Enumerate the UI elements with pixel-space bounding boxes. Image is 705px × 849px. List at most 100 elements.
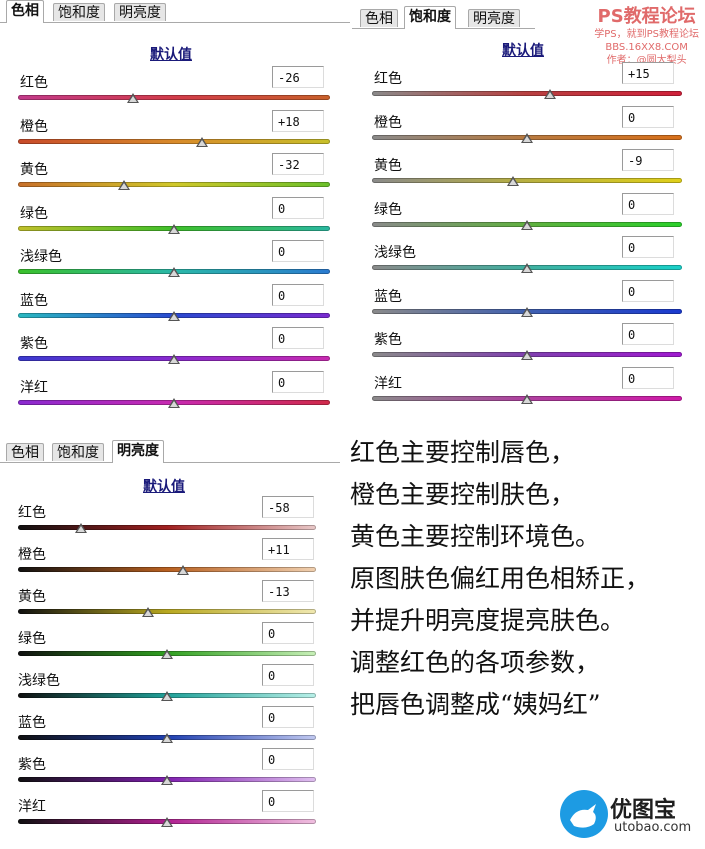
value-input-blue[interactable]: 0 bbox=[262, 706, 314, 728]
label-magenta: 洋红 bbox=[374, 375, 402, 392]
value-input-yellow[interactable]: -9 bbox=[622, 149, 674, 171]
note-line: 把唇色调整成“姨妈红” bbox=[350, 690, 601, 719]
slider-thumb-orange[interactable] bbox=[196, 136, 209, 147]
label-blue: 蓝色 bbox=[20, 292, 48, 309]
slider-track-yellow[interactable] bbox=[18, 609, 316, 614]
tab-bar: 色相 饱和度 明亮度 bbox=[0, 0, 350, 23]
value-input-orange[interactable]: +18 bbox=[272, 109, 324, 132]
slider-track-red[interactable] bbox=[18, 525, 316, 530]
slider-thumb-blue[interactable] bbox=[161, 733, 173, 743]
slider-track-orange[interactable] bbox=[18, 138, 330, 144]
watermark-title: PS教程论坛 bbox=[597, 6, 696, 27]
label-orange: 橙色 bbox=[20, 118, 48, 135]
label-yellow: 黄色 bbox=[374, 158, 402, 174]
default-button[interactable]: 默认值 bbox=[150, 47, 192, 63]
label-green: 绿色 bbox=[374, 201, 402, 218]
slider-thumb-blue[interactable] bbox=[521, 306, 533, 317]
tab-luminance[interactable]: 明亮度 bbox=[468, 9, 520, 27]
value-input-red[interactable]: -26 bbox=[272, 66, 324, 88]
slider-thumb-red[interactable] bbox=[544, 89, 557, 99]
label-cyan: 浅绿色 bbox=[18, 673, 60, 689]
explanation-text: 红色主要控制唇色， 橙色主要控制肤色， 黄色主要控制环境色。 原图肤色偏红用色相… bbox=[350, 432, 705, 726]
value-input-magenta[interactable]: 0 bbox=[262, 790, 314, 812]
value-input-purple[interactable]: 0 bbox=[262, 748, 314, 770]
slider-thumb-purple[interactable] bbox=[161, 775, 173, 785]
value-input-purple[interactable]: 0 bbox=[622, 323, 674, 345]
hsl-panel-luminance: 色相 饱和度 明亮度 默认值 红色 -58 橙色 +11 黄色 -13 绿色 0 浅绿色 0 蓝色 0… bbox=[0, 440, 340, 849]
slider-thumb-yellow[interactable] bbox=[507, 176, 520, 186]
tab-saturation[interactable]: 饱和度 bbox=[404, 6, 456, 29]
value-input-magenta[interactable]: 0 bbox=[272, 370, 324, 393]
slider-thumb-orange[interactable] bbox=[177, 565, 190, 575]
tab-hue[interactable]: 色相 bbox=[360, 9, 398, 27]
slider-thumb-purple[interactable] bbox=[168, 354, 180, 364]
slider-thumb-green[interactable] bbox=[521, 219, 533, 230]
value-input-red[interactable]: +15 bbox=[622, 62, 674, 84]
label-magenta: 洋红 bbox=[20, 379, 48, 396]
watermark-line: BBS.16XX8.COM bbox=[605, 42, 688, 53]
label-yellow: 黄色 bbox=[18, 589, 46, 605]
value-input-orange[interactable]: +11 bbox=[262, 538, 314, 560]
value-input-yellow[interactable]: -13 bbox=[262, 580, 314, 602]
note-line: 红色主要控制唇色， bbox=[350, 438, 576, 467]
slider-thumb-yellow[interactable] bbox=[141, 607, 154, 617]
label-orange: 橙色 bbox=[18, 547, 46, 563]
value-input-orange[interactable]: 0 bbox=[622, 105, 674, 128]
default-button[interactable]: 默认值 bbox=[143, 479, 185, 495]
slider-track-yellow[interactable] bbox=[18, 182, 330, 187]
tab-saturation[interactable]: 饱和度 bbox=[52, 443, 104, 461]
value-input-magenta[interactable]: 0 bbox=[622, 366, 674, 389]
logo-brand: 优图宝 bbox=[610, 798, 677, 823]
slider-track-red[interactable] bbox=[372, 91, 682, 96]
slider-thumb-blue[interactable] bbox=[168, 310, 180, 321]
slider-thumb-magenta[interactable] bbox=[168, 397, 180, 408]
slider-thumb-red[interactable] bbox=[127, 93, 140, 103]
slider-thumb-green[interactable] bbox=[168, 223, 180, 234]
value-input-blue[interactable]: 0 bbox=[622, 279, 674, 302]
value-input-cyan[interactable]: 0 bbox=[262, 664, 314, 686]
slider-thumb-red[interactable] bbox=[74, 523, 87, 533]
value-input-yellow[interactable]: -32 bbox=[272, 153, 324, 175]
slider-thumb-yellow[interactable] bbox=[118, 180, 131, 190]
tab-hue[interactable]: 色相 bbox=[6, 443, 44, 461]
tab-hue[interactable]: 色相 bbox=[6, 0, 44, 23]
slider-thumb-cyan[interactable] bbox=[168, 267, 180, 277]
label-red: 红色 bbox=[20, 75, 48, 91]
slider-thumb-magenta[interactable] bbox=[521, 393, 533, 404]
slider-thumb-cyan[interactable] bbox=[521, 263, 533, 273]
label-purple: 紫色 bbox=[20, 336, 48, 352]
slider-thumb-purple[interactable] bbox=[521, 350, 533, 360]
hsl-panel-hue: 色相 饱和度 明亮度 默认值 红色 -26 橙色 +18 黄色 -32 绿色 0 浅绿色 0 蓝色 0… bbox=[0, 0, 350, 430]
slider-track-red[interactable] bbox=[18, 95, 330, 100]
slider-thumb-green[interactable] bbox=[161, 649, 173, 659]
value-input-cyan[interactable]: 0 bbox=[272, 240, 324, 262]
label-purple: 紫色 bbox=[18, 757, 46, 773]
site-logo: 优图宝 utobao.com bbox=[560, 790, 700, 845]
hsl-panel-saturation: 色相 饱和度 明亮度 默认值 PS教程论坛 学PS，就到PS教程论坛 BBS.1… bbox=[352, 0, 705, 430]
note-line: 黄色主要控制环境色。 bbox=[350, 522, 601, 551]
tab-bar: 色相 饱和度 明亮度 bbox=[352, 6, 535, 29]
value-input-green[interactable]: 0 bbox=[262, 622, 314, 644]
watermark: PS教程论坛 学PS，就到PS教程论坛 BBS.16XX8.COM 作者：@圆大… bbox=[594, 2, 699, 67]
value-input-red[interactable]: -58 bbox=[262, 496, 314, 518]
slider-track-yellow[interactable] bbox=[372, 178, 682, 183]
value-input-green[interactable]: 0 bbox=[272, 196, 324, 219]
bird-icon bbox=[560, 790, 608, 838]
value-input-purple[interactable]: 0 bbox=[272, 327, 324, 349]
note-line: 原图肤色偏红用色相矫正， bbox=[350, 564, 651, 593]
label-magenta: 洋红 bbox=[18, 799, 46, 815]
watermark-line: 学PS，就到PS教程论坛 bbox=[594, 29, 699, 40]
label-yellow: 黄色 bbox=[20, 162, 48, 178]
value-input-cyan[interactable]: 0 bbox=[622, 236, 674, 258]
logo-url: utobao.com bbox=[614, 820, 692, 835]
slider-thumb-orange[interactable] bbox=[521, 132, 533, 143]
value-input-green[interactable]: 0 bbox=[622, 192, 674, 215]
value-input-blue[interactable]: 0 bbox=[272, 283, 324, 306]
default-button[interactable]: 默认值 bbox=[502, 43, 544, 59]
tab-luminance[interactable]: 明亮度 bbox=[112, 440, 164, 463]
slider-thumb-cyan[interactable] bbox=[161, 691, 173, 701]
tab-saturation[interactable]: 饱和度 bbox=[53, 3, 105, 21]
tab-luminance[interactable]: 明亮度 bbox=[114, 3, 166, 21]
slider-thumb-magenta[interactable] bbox=[161, 817, 173, 827]
slider-track-orange[interactable] bbox=[18, 567, 316, 572]
